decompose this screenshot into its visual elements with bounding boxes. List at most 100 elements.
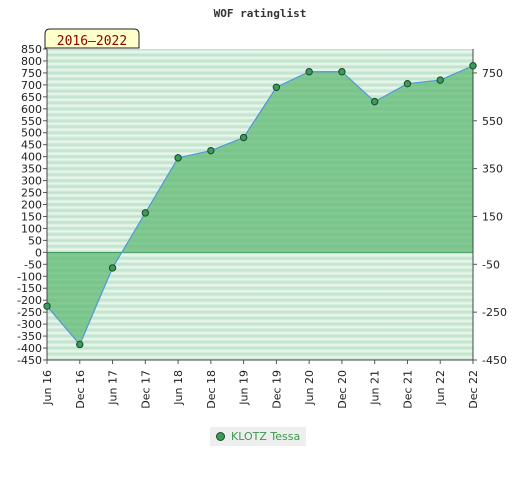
x-axis-labels: Jun 16 Dec 16 Jun 17 Dec 17 Jun 18 Dec 18 Jun … xyxy=(41,360,480,409)
period-badge: 2016–2022 xyxy=(44,28,140,49)
bg-band xyxy=(47,354,473,360)
bg-band xyxy=(47,312,473,319)
x-tick-label: Jun 22 xyxy=(434,370,447,406)
bg-band xyxy=(47,60,473,67)
bg-band xyxy=(47,72,473,79)
y-tick-label: -50 xyxy=(24,258,42,271)
y-tick-label: 150 xyxy=(21,210,42,223)
bg-band xyxy=(47,252,473,259)
data-point xyxy=(239,133,248,142)
y-right-tick-label: 150 xyxy=(482,210,503,223)
x-tick-label: Jun 20 xyxy=(303,370,316,406)
data-point xyxy=(174,154,182,162)
data-point xyxy=(370,97,379,106)
bg-band xyxy=(47,318,473,325)
bg-band xyxy=(47,78,473,85)
y-tick-label: 0 xyxy=(35,246,42,259)
bg-band xyxy=(47,288,473,295)
y-tick-label: 450 xyxy=(21,139,42,152)
bg-band xyxy=(47,258,473,265)
data-point xyxy=(436,76,444,84)
x-tick-label: Jun 19 xyxy=(238,370,251,406)
y-right-tick-label: -450 xyxy=(482,354,507,367)
x-tick-label: Dec 22 xyxy=(467,370,480,409)
y-right-tick-label: -50 xyxy=(482,258,500,271)
y-axis-left: 8508007507006506005505004504003503002502… xyxy=(17,43,47,367)
y-tick-label: -350 xyxy=(17,330,42,343)
bg-band xyxy=(47,84,473,91)
y-tick-label: -300 xyxy=(17,318,42,331)
bg-band xyxy=(47,102,473,109)
x-tick-label: Jun 17 xyxy=(107,370,120,406)
y-tick-label: -250 xyxy=(17,306,42,319)
data-point xyxy=(469,62,477,70)
bg-band xyxy=(47,90,473,97)
bg-band xyxy=(47,276,473,283)
y-right-tick-label: 750 xyxy=(482,67,503,80)
bg-band xyxy=(47,66,473,73)
y-tick-label: 750 xyxy=(21,67,42,80)
y-tick-label: 200 xyxy=(21,199,42,212)
y-tick-label: -100 xyxy=(17,270,42,283)
x-tick-label: Jun 21 xyxy=(369,370,382,406)
data-point xyxy=(76,340,84,349)
y-tick-label: 300 xyxy=(21,175,42,188)
x-tick-label: Dec 20 xyxy=(336,370,349,409)
x-tick-label: Dec 16 xyxy=(74,370,87,409)
data-point xyxy=(338,68,346,76)
data-point xyxy=(207,146,215,155)
y-right-tick-label: 550 xyxy=(482,115,503,128)
y-tick-label: 500 xyxy=(21,127,42,140)
bg-band xyxy=(47,294,473,301)
bg-band xyxy=(47,54,473,61)
bg-band xyxy=(47,270,473,277)
x-tick-label: Dec 17 xyxy=(139,370,152,409)
y-tick-label: 100 xyxy=(21,222,42,235)
bg-band xyxy=(47,300,473,307)
data-point xyxy=(43,302,51,310)
bg-band xyxy=(47,348,473,355)
y-tick-label: 250 xyxy=(21,187,42,200)
data-point xyxy=(272,83,281,91)
bg-band xyxy=(47,264,473,271)
legend-label: KLOTZ Tessa xyxy=(231,430,301,443)
series-points xyxy=(43,62,477,349)
y-right-tick-label: -250 xyxy=(482,306,507,319)
bg-band xyxy=(47,96,473,103)
bg-band xyxy=(47,324,473,331)
y-tick-label: 350 xyxy=(21,163,42,176)
x-tick-label: Jun 16 xyxy=(41,370,54,406)
x-tick-label: Dec 18 xyxy=(205,370,218,409)
period-label: 2016–2022 xyxy=(57,34,127,49)
bg-band xyxy=(47,342,473,349)
x-tick-label: Dec 19 xyxy=(270,370,283,409)
y-right-tick-label: 350 xyxy=(482,163,503,176)
y-axis-right: 750 550 350 150 -50 -250 -450 xyxy=(473,67,507,367)
y-tick-label: 650 xyxy=(21,91,42,104)
y-tick-label: -400 xyxy=(17,342,42,355)
data-point xyxy=(141,209,150,217)
data-point xyxy=(108,264,117,272)
data-point xyxy=(403,79,412,88)
x-tick-label: Dec 21 xyxy=(401,370,414,409)
y-tick-label: 700 xyxy=(21,79,42,92)
series-line xyxy=(46,65,474,346)
chart-title: WOF ratinglist xyxy=(214,7,307,20)
y-tick-label: 550 xyxy=(21,115,42,128)
bg-band xyxy=(47,306,473,313)
y-tick-label: -200 xyxy=(17,294,42,307)
legend-marker-icon xyxy=(216,432,225,441)
y-tick-label: 850 xyxy=(21,43,42,56)
legend: KLOTZ Tessa xyxy=(210,427,307,446)
y-tick-label: -150 xyxy=(17,282,42,295)
bg-band xyxy=(47,282,473,289)
y-tick-label: 600 xyxy=(21,103,42,116)
data-point xyxy=(305,68,313,76)
y-tick-label: 800 xyxy=(21,55,42,68)
y-tick-label: 400 xyxy=(21,151,42,164)
bg-band xyxy=(47,336,473,343)
bg-band xyxy=(47,330,473,337)
x-tick-label: Jun 18 xyxy=(172,370,185,406)
y-tick-label: 50 xyxy=(28,234,42,247)
